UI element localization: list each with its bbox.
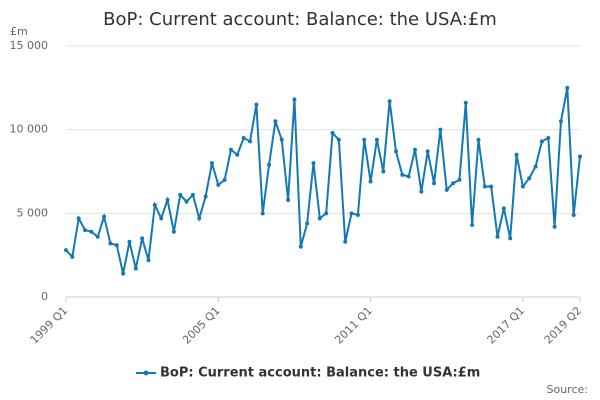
data-point [413, 147, 418, 152]
data-point [374, 137, 379, 142]
data-point [311, 161, 316, 166]
data-point [228, 147, 233, 152]
data-point [349, 211, 354, 216]
data-point [241, 136, 246, 141]
data-point [279, 137, 284, 142]
chart-title: BoP: Current account: Balance: the USA:£… [103, 9, 497, 30]
data-point [267, 162, 272, 167]
data-point [197, 216, 202, 221]
data-point [152, 202, 157, 207]
data-point [70, 254, 75, 259]
data-point [140, 236, 145, 241]
data-point [482, 184, 487, 189]
data-point [286, 197, 291, 202]
data-point [235, 152, 240, 157]
data-point [305, 221, 310, 226]
data-point [146, 258, 151, 263]
data-point [527, 176, 532, 181]
y-tick-label: 10 000 [10, 123, 49, 136]
data-point [102, 214, 107, 219]
data-point [533, 164, 538, 169]
series-line [65, 87, 581, 274]
data-point [406, 174, 411, 179]
data-point [254, 102, 259, 107]
data-point [451, 181, 456, 186]
data-point [95, 234, 100, 239]
data-point [171, 229, 176, 234]
data-point [393, 149, 398, 154]
source: Source: [547, 383, 589, 396]
y-axis-label: £m [10, 25, 28, 38]
x-tick-label: 1999 Q1 [28, 304, 71, 347]
y-tick-label: 0 [41, 290, 48, 303]
data-point [159, 216, 164, 221]
data-point [260, 211, 265, 216]
data-point [438, 127, 443, 132]
data-point [76, 216, 81, 221]
data-point [381, 169, 386, 174]
data-point [133, 266, 138, 271]
data-point [317, 216, 322, 221]
data-point [273, 119, 278, 124]
data-point [292, 97, 297, 102]
data-point [248, 139, 253, 144]
data-point [114, 243, 119, 248]
data-point [165, 197, 170, 202]
data-point [64, 248, 68, 253]
data-point [330, 131, 335, 136]
data-point [558, 119, 563, 124]
data-point [83, 228, 88, 233]
data-point [476, 137, 481, 142]
data-point [495, 234, 500, 239]
data-point [387, 99, 392, 104]
data-point [203, 194, 208, 199]
data-point [565, 85, 570, 90]
data-point [457, 177, 462, 182]
data-point [419, 189, 424, 194]
x-tick-label: 2019 Q2 [542, 304, 585, 347]
legend-label: BoP: Current account: Balance: the USA:£… [160, 366, 480, 381]
legend-marker [143, 370, 149, 376]
data-point [108, 241, 113, 246]
data-point [425, 149, 430, 154]
data-point [501, 206, 506, 211]
data-point [470, 223, 475, 228]
data-point [190, 192, 195, 197]
data-point [127, 239, 132, 244]
data-point [298, 244, 303, 249]
data-point [209, 161, 214, 166]
data-point [571, 213, 576, 218]
data-point [89, 229, 94, 234]
y-tick-label: 5 000 [17, 206, 49, 219]
data-point [216, 182, 221, 187]
data-point [400, 172, 405, 177]
data-point [514, 152, 519, 157]
data-point [178, 192, 183, 197]
data-point [578, 154, 582, 159]
data-point [343, 239, 348, 244]
data-point [539, 139, 544, 144]
data-point [184, 199, 189, 204]
data-point [520, 184, 525, 189]
data-point [546, 136, 551, 141]
data-point [362, 137, 367, 142]
data-point [355, 213, 360, 218]
data-point [444, 187, 449, 192]
data-point [324, 211, 329, 216]
data-point [432, 181, 437, 186]
data-point [489, 184, 494, 189]
x-tick-label: 2005 Q1 [180, 304, 223, 347]
data-point [368, 179, 373, 184]
data-point [463, 100, 468, 105]
x-tick-label: 2017 Q1 [485, 304, 528, 347]
data-point [508, 236, 513, 241]
x-tick-label: 2011 Q1 [332, 304, 375, 347]
data-point [552, 224, 557, 229]
data-point [222, 177, 227, 182]
data-point [336, 137, 341, 142]
y-tick-label: 15 000 [10, 39, 49, 52]
data-point [121, 271, 126, 276]
